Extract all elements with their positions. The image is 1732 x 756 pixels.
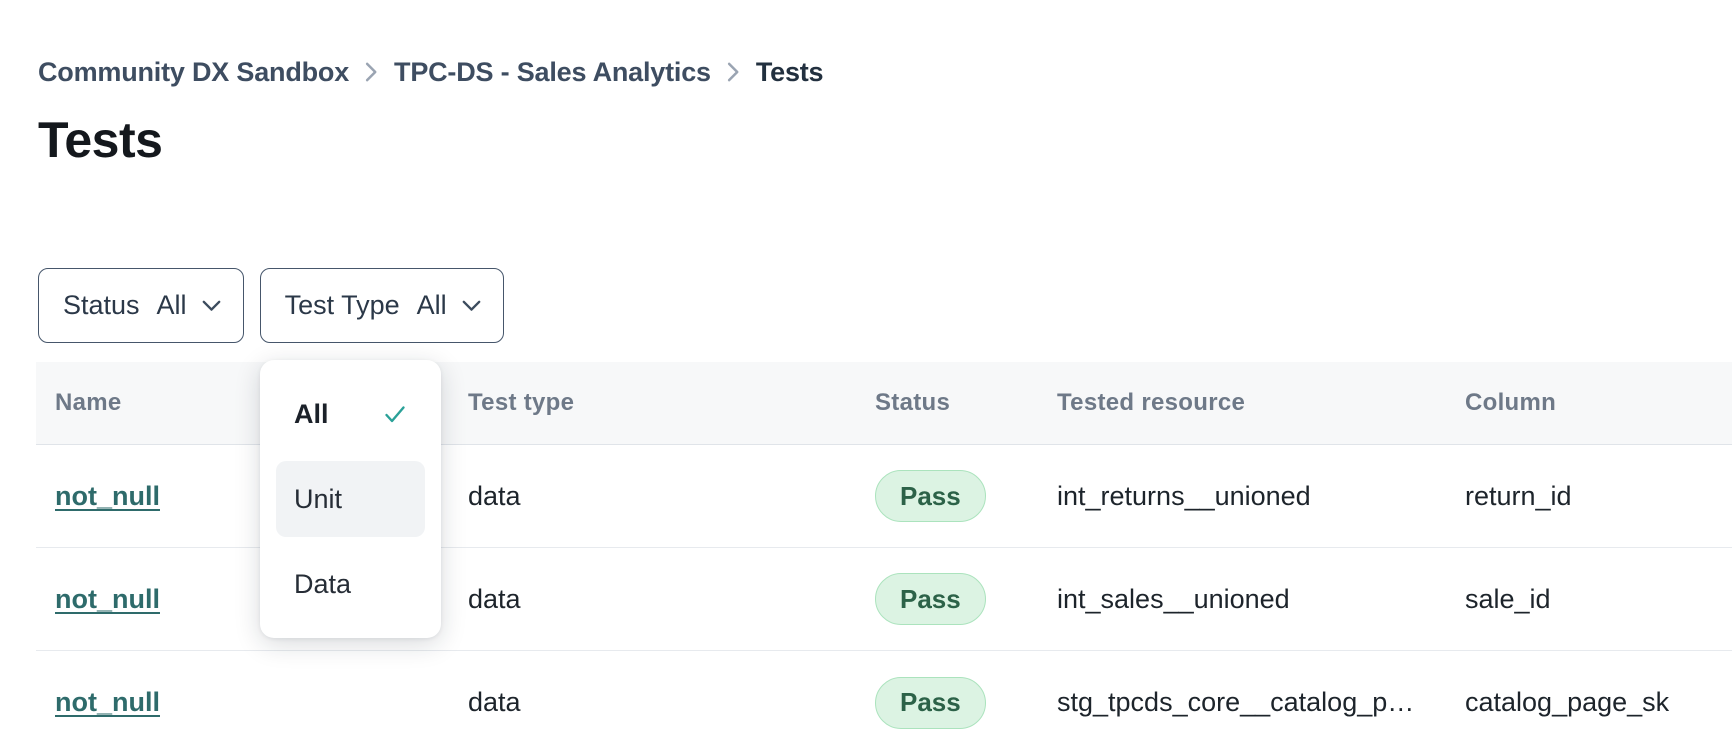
status-filter-button[interactable]: Status All <box>38 268 244 343</box>
breadcrumb: Community DX Sandbox TPC-DS - Sales Anal… <box>38 55 824 89</box>
test-type-cell: data <box>468 687 521 717</box>
menu-item-data[interactable]: Data <box>276 546 425 622</box>
column-header-name: Name <box>55 389 122 416</box>
column-cell: sale_id <box>1465 583 1551 614</box>
test-name-link[interactable]: not_null <box>55 480 160 511</box>
test-type-filter-value: All <box>416 290 447 320</box>
tested-resource-cell: stg_tpcds_core__catalog_p… <box>1057 687 1415 717</box>
chevron-right-icon <box>727 62 740 82</box>
column-cell: catalog_page_sk <box>1465 687 1670 717</box>
chevron-right-icon <box>365 62 378 82</box>
test-type-dropdown-menu: All Unit Data <box>260 360 441 638</box>
test-name-link[interactable]: not_null <box>55 583 160 614</box>
table-row: not_null data Pass stg_tpcds_core__catal… <box>36 651 1732 754</box>
chevron-down-icon <box>462 300 481 312</box>
chevron-down-icon <box>202 300 221 312</box>
tested-resource-cell: int_returns__unioned <box>1057 480 1311 511</box>
menu-item-unit[interactable]: Unit <box>276 461 425 537</box>
breadcrumb-item-current: Tests <box>755 56 824 87</box>
status-badge: Pass <box>875 470 986 522</box>
test-type-cell: data <box>468 480 521 511</box>
test-name-link[interactable]: not_null <box>55 687 160 717</box>
test-type-cell: data <box>468 583 521 614</box>
status-filter-value: All <box>156 290 187 320</box>
tested-resource-cell: int_sales__unioned <box>1057 583 1290 614</box>
column-cell: return_id <box>1465 480 1572 511</box>
menu-item-label: Data <box>294 568 352 599</box>
test-type-filter-button[interactable]: Test Type All <box>259 268 504 343</box>
page-title: Tests <box>38 112 163 168</box>
menu-item-label: All <box>294 398 329 429</box>
test-type-filter-label: Test Type <box>284 290 400 320</box>
menu-item-label: Unit <box>294 483 343 514</box>
breadcrumb-item-project[interactable]: Community DX Sandbox <box>38 56 350 87</box>
column-header-test-type: Test type <box>468 389 575 416</box>
breadcrumb-item-environment[interactable]: TPC-DS - Sales Analytics <box>394 56 711 87</box>
column-header-column: Column <box>1465 389 1557 416</box>
status-filter-label: Status <box>63 290 140 320</box>
filter-bar: Status All Test Type All <box>38 268 504 343</box>
column-header-tested-resource: Tested resource <box>1057 389 1246 416</box>
status-badge: Pass <box>875 676 986 729</box>
check-icon <box>383 402 407 426</box>
status-badge: Pass <box>875 573 986 625</box>
column-header-status: Status <box>875 389 951 416</box>
menu-item-all[interactable]: All <box>276 376 425 452</box>
